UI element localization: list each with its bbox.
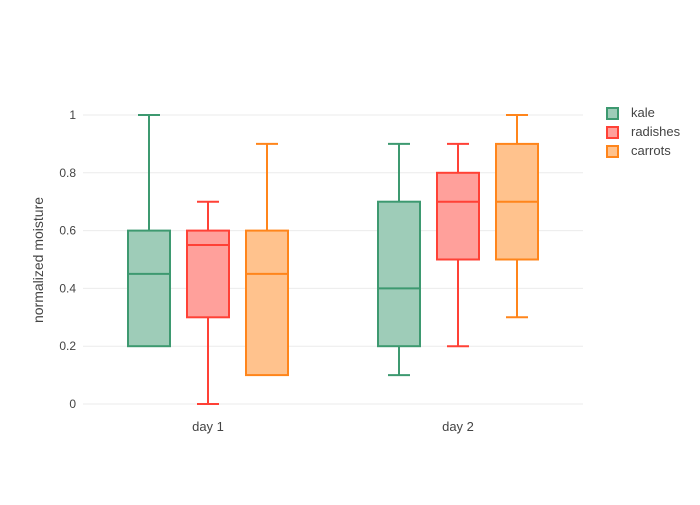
box-radishes-day-1[interactable] — [186, 200, 230, 405]
legend-item-radishes[interactable]: radishes — [606, 125, 680, 139]
box-rect — [186, 229, 230, 319]
y-tick-label: 0 — [69, 397, 76, 411]
x-tick-label: day 2 — [442, 419, 474, 434]
legend-swatch-icon — [606, 106, 619, 120]
y-tick-label: 0.4 — [59, 281, 76, 295]
y-tick-label: 0.6 — [59, 224, 76, 238]
x-tick-label: day 1 — [192, 419, 224, 434]
box-kale-day-1[interactable] — [127, 114, 171, 348]
box-rect — [245, 229, 289, 377]
y-tick-label: 0.2 — [59, 339, 76, 353]
y-tick-label: 1 — [69, 108, 76, 122]
y-tick-label: 0.8 — [59, 166, 76, 180]
box-kale-day-2[interactable] — [377, 142, 421, 377]
legend-item-kale[interactable]: kale — [606, 106, 680, 120]
box-rect — [436, 171, 480, 261]
legend-item-label: radishes — [631, 124, 681, 139]
legend-item-label: kale — [631, 105, 655, 120]
legend-item-carrots[interactable]: carrots — [606, 144, 680, 158]
box-radishes-day-2[interactable] — [436, 142, 480, 348]
legend: kale radishes carrots — [606, 106, 680, 158]
box-rect — [377, 200, 421, 348]
box-carrots-day-2[interactable] — [495, 114, 539, 319]
box-carrots-day-1[interactable] — [245, 142, 289, 377]
legend-item-label: carrots — [631, 143, 671, 158]
legend-swatch-icon — [606, 144, 619, 158]
y-axis-title: normalized moisture — [30, 196, 46, 324]
box-rect — [127, 229, 171, 348]
legend-swatch-icon — [606, 125, 619, 139]
